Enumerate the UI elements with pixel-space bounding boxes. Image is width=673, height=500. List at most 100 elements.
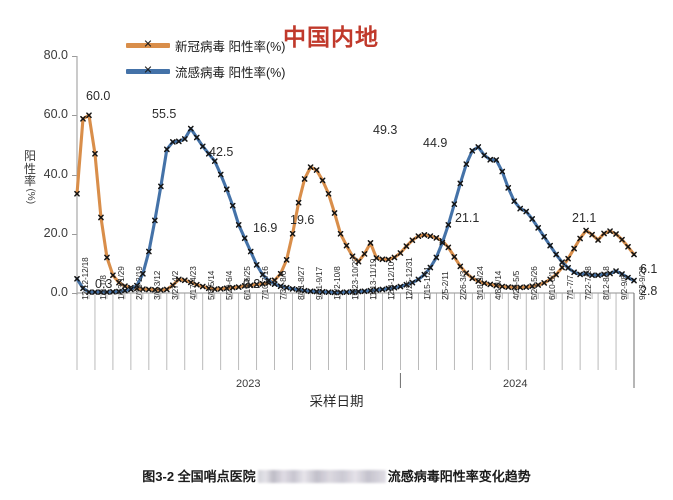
data-point-marker bbox=[355, 258, 362, 265]
data-point-marker bbox=[343, 242, 350, 249]
data-point-marker bbox=[379, 256, 386, 263]
data-point-marker bbox=[523, 284, 530, 290]
data-point-marker bbox=[283, 256, 290, 263]
data-value-label: 19.6 bbox=[290, 213, 315, 227]
data-point-marker bbox=[169, 139, 176, 145]
data-point-marker bbox=[289, 286, 296, 292]
data-point-marker bbox=[337, 289, 344, 296]
data-point-marker bbox=[607, 228, 613, 234]
data-point-marker bbox=[289, 230, 296, 237]
y-tick-label: 0.0 bbox=[50, 285, 68, 299]
data-point-marker bbox=[110, 272, 116, 279]
x-tick-label: 7/1-7/7 bbox=[566, 275, 576, 300]
data-point-marker bbox=[613, 231, 619, 237]
data-point-marker bbox=[104, 289, 110, 295]
data-point-marker bbox=[559, 259, 565, 266]
data-point-marker bbox=[193, 134, 200, 141]
data-point-marker bbox=[607, 270, 613, 277]
data-value-label: 42.5 bbox=[209, 145, 234, 159]
data-point-marker bbox=[313, 167, 320, 173]
data-point-marker bbox=[319, 288, 326, 295]
data-point-marker bbox=[559, 264, 565, 271]
data-point-marker bbox=[547, 242, 554, 249]
data-point-marker bbox=[355, 288, 362, 295]
data-point-marker bbox=[116, 288, 122, 295]
data-point-marker bbox=[571, 269, 577, 276]
data-point-marker bbox=[86, 112, 92, 119]
y-axis-title: 阳性率 (%) bbox=[22, 149, 38, 204]
data-point-marker bbox=[307, 164, 314, 170]
data-point-marker bbox=[577, 235, 583, 242]
x-tick-label: 2/5-2/11 bbox=[440, 271, 450, 300]
data-point-marker bbox=[331, 289, 338, 296]
data-point-marker bbox=[86, 289, 92, 295]
data-point-marker bbox=[193, 281, 200, 288]
x-tick-label: 3/6-3/12 bbox=[153, 270, 163, 300]
data-point-marker bbox=[535, 224, 542, 231]
caption-redacted-block bbox=[257, 470, 386, 483]
x-tick-label: 10/2-10/8 bbox=[332, 266, 342, 300]
data-point-marker bbox=[307, 288, 314, 295]
data-point-marker bbox=[122, 287, 128, 294]
data-point-marker bbox=[337, 230, 344, 237]
x-tick-label: 9/11-9/17 bbox=[314, 266, 324, 300]
data-point-marker bbox=[157, 183, 164, 190]
x-tick-label: 5/8-5/14 bbox=[206, 270, 216, 300]
x-tick-label: 11/13-11/19 bbox=[368, 258, 378, 300]
x-tick-label: 1/23-1/29 bbox=[117, 266, 127, 300]
data-point-marker bbox=[571, 245, 577, 252]
data-point-marker bbox=[463, 161, 470, 167]
data-point-marker bbox=[98, 289, 104, 295]
data-point-marker bbox=[511, 198, 518, 205]
data-point-marker bbox=[517, 284, 524, 291]
data-point-marker bbox=[349, 253, 356, 260]
x-tick-label: 1/15-1/21 bbox=[422, 266, 432, 300]
data-point-marker bbox=[169, 282, 176, 289]
x-tick-label: 3/18-3/24 bbox=[476, 266, 486, 300]
data-point-marker bbox=[631, 251, 637, 258]
data-point-marker bbox=[391, 254, 398, 261]
y-tick-label: 40.0 bbox=[43, 166, 68, 181]
x-tick-label: 6/10-6/16 bbox=[548, 266, 558, 300]
data-point-marker bbox=[403, 281, 410, 288]
data-point-marker bbox=[247, 282, 254, 289]
year-label-2023: 2023 bbox=[236, 378, 261, 390]
data-point-marker bbox=[553, 271, 559, 278]
data-point-marker bbox=[373, 287, 380, 293]
data-point-marker bbox=[445, 244, 452, 251]
data-point-marker bbox=[505, 284, 512, 290]
data-point-marker bbox=[499, 168, 506, 175]
data-point-marker bbox=[122, 283, 128, 290]
data-point-marker bbox=[541, 280, 548, 286]
data-point-marker bbox=[163, 146, 170, 153]
y-axis-title-text: 阳性率 bbox=[23, 149, 36, 189]
data-point-marker bbox=[397, 250, 404, 256]
data-value-label: 6.1 bbox=[640, 262, 658, 276]
data-point-marker bbox=[98, 214, 104, 221]
data-point-marker bbox=[74, 275, 80, 282]
data-point-marker bbox=[589, 272, 595, 279]
x-tick-label: 12/25-12/31 bbox=[404, 257, 414, 300]
data-point-marker bbox=[283, 284, 290, 291]
data-point-marker bbox=[493, 157, 500, 163]
data-point-marker bbox=[595, 237, 601, 243]
data-point-marker bbox=[373, 255, 380, 261]
data-point-marker bbox=[181, 277, 188, 284]
data-point-marker bbox=[187, 279, 194, 286]
data-point-marker bbox=[385, 256, 392, 263]
data-point-marker bbox=[175, 138, 182, 145]
data-point-marker bbox=[157, 287, 164, 293]
data-point-marker bbox=[421, 232, 428, 238]
data-point-marker bbox=[325, 289, 332, 295]
data-value-label: 0.2 bbox=[243, 277, 261, 291]
data-point-marker bbox=[583, 227, 589, 234]
x-tick-label: 3/27-4/2 bbox=[171, 270, 181, 300]
x-tick-label: 7/22-7/28 bbox=[584, 266, 594, 300]
data-point-marker bbox=[529, 283, 536, 290]
data-point-marker bbox=[391, 284, 398, 291]
data-point-marker bbox=[319, 177, 326, 184]
data-point-marker bbox=[409, 237, 416, 244]
data-point-marker bbox=[553, 251, 559, 258]
